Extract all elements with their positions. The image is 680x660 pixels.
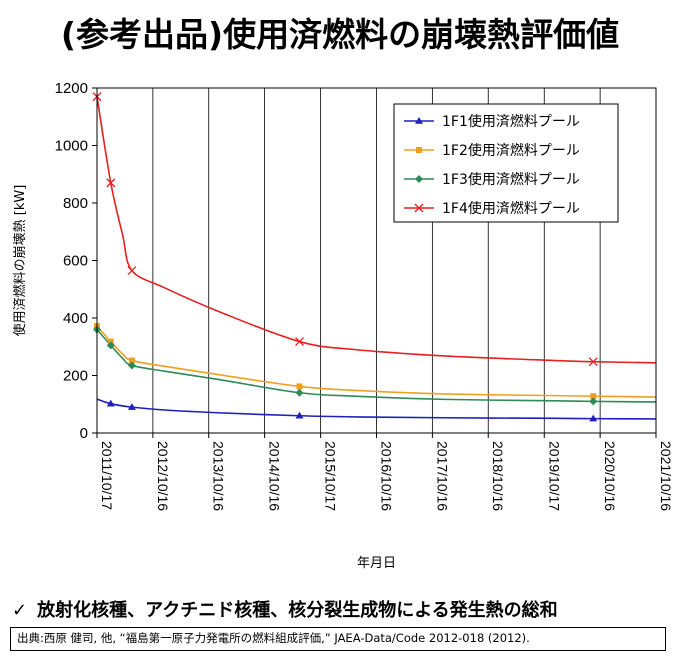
data-point (106, 399, 115, 407)
series-line-1 (96, 398, 657, 420)
data-point (127, 266, 137, 276)
y-tick-label: 1000 (55, 138, 88, 155)
citation-box: 出典:西原 健司, 他, “福島第一原子力発電所の燃料組成評価,” JAEA-D… (10, 627, 666, 651)
citation-label: 出典: (17, 631, 44, 645)
summary-line: ✓ 放射化核種、アクチニド核種、核分裂生成物による発生熱の総和 (12, 596, 672, 622)
data-point (295, 411, 304, 419)
legend: 1F1使用済燃料プール 1F2使用済燃料プール 1F3使用済燃料プール 1F4使用済燃… (393, 103, 619, 223)
legend-swatch-marker (415, 117, 423, 124)
check-icon: ✓ (12, 600, 28, 621)
y-tick-label: 400 (63, 310, 88, 327)
y-tick-label: 600 (63, 253, 88, 270)
data-point (590, 393, 597, 400)
data-point (106, 178, 116, 188)
axes: 0 200 400 600 800 1000 1200 2011/10/17 2012/10/1… (12, 80, 674, 571)
series-line-3 (96, 328, 657, 403)
data-point (295, 337, 304, 347)
legend-label: 1F2使用済燃料プール (442, 142, 580, 159)
x-tick-label: 2020/10/16 (602, 441, 618, 511)
data-point (296, 383, 303, 390)
y-tick-label: 200 (63, 368, 88, 385)
x-tick-label: 2017/10/16 (434, 441, 450, 511)
x-axis-title: 年月日 (357, 556, 396, 571)
data-point (127, 403, 136, 410)
series-markers (92, 92, 598, 422)
x-tick-label: 2014/10/16 (267, 441, 283, 511)
data-point (127, 361, 136, 370)
x-tick-label: 2015/10/17 (323, 441, 339, 511)
legend-item: 1F4使用済燃料プール (404, 200, 580, 217)
legend-box (393, 103, 619, 223)
decay-heat-chart: 0 200 400 600 800 1000 1200 2011/10/17 2012/10/1… (12, 80, 674, 571)
y-tick-label: 0 (80, 425, 88, 442)
legend-item: 1F3使用済燃料プール (404, 171, 580, 188)
x-tick-label: 2021/10/16 (658, 441, 674, 511)
legend-label: 1F4使用済燃料プール (442, 200, 580, 217)
series-lines (96, 96, 657, 420)
y-tick-label: 1200 (55, 80, 88, 97)
y-axis-title: 使用済燃料の崩壊熱 [kW] (12, 185, 28, 337)
series-line-4 (96, 96, 657, 364)
data-point (106, 341, 115, 350)
x-tick-label: 2012/10/16 (155, 441, 171, 511)
x-tick-label: 2011/10/17 (99, 441, 115, 510)
legend-label: 1F3使用済燃料プール (442, 171, 580, 188)
x-tick-label: 2019/10/17 (546, 441, 562, 511)
legend-swatch-marker (416, 147, 422, 153)
data-point (589, 397, 598, 406)
y-tick-label: 800 (63, 195, 88, 212)
citation-text: 西原 健司, 他, “福島第一原子力発電所の燃料組成評価,” JAEA-Data… (43, 631, 530, 645)
legend-item: 1F2使用済燃料プール (404, 142, 580, 159)
data-point (295, 388, 304, 397)
data-point (589, 414, 598, 422)
data-point (588, 357, 598, 367)
summary-text: 放射化核種、アクチニド核種、核分裂生成物による発生熱の総和 (37, 600, 558, 621)
series-line-2 (96, 325, 657, 398)
x-tick-label: 2018/10/16 (490, 441, 506, 511)
page-title: (参考出品)使用済燃料の崩壊熱評価値 (60, 15, 620, 54)
legend-swatch-marker (415, 175, 423, 183)
legend-swatch-marker (414, 203, 424, 213)
x-tick-label: 2013/10/16 (211, 441, 227, 511)
legend-label: 1F1使用済燃料プール (442, 113, 580, 130)
x-tick-label: 2016/10/16 (379, 441, 395, 511)
data-point (128, 357, 135, 364)
legend-item: 1F1使用済燃料プール (404, 113, 580, 130)
